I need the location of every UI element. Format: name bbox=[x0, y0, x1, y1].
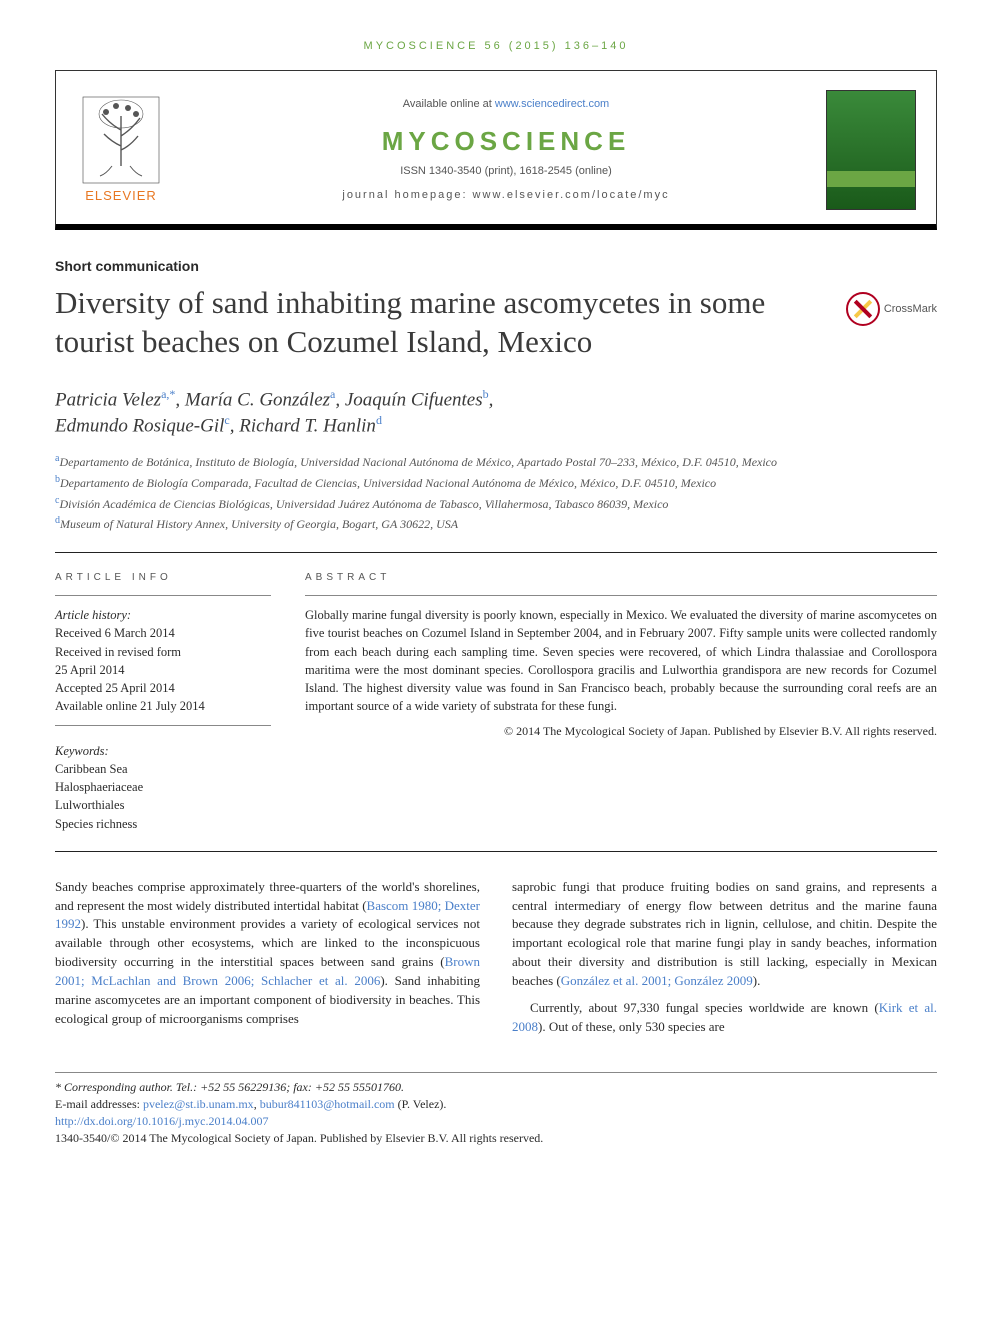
issn-line: ISSN 1340-3540 (print), 1618-2545 (onlin… bbox=[186, 165, 826, 177]
crossmark-badge[interactable]: CrossMark bbox=[837, 284, 937, 331]
email-label: E-mail addresses: bbox=[55, 1097, 143, 1111]
br-p2a: Currently, about 97,330 fungal species w… bbox=[530, 1000, 879, 1015]
ref-3[interactable]: González et al. 2001; González 2009 bbox=[561, 973, 753, 988]
publisher-brand: ELSEVIER bbox=[66, 188, 176, 203]
article-title: Diversity of sand inhabiting marine asco… bbox=[55, 284, 837, 362]
affil-c: cDivisión Académica de Ciencias Biológic… bbox=[55, 493, 937, 514]
kw-3: Lulworthiales bbox=[55, 796, 271, 814]
author-1-sup: a,* bbox=[161, 387, 175, 401]
author-3-sup: b bbox=[483, 387, 489, 401]
info-head: ARTICLE INFO bbox=[55, 571, 271, 586]
authors: Patricia Veleza,*, María C. Gonzáleza, J… bbox=[55, 386, 937, 440]
author-2: María C. González bbox=[185, 389, 330, 410]
footer-copyright: 1340-3540/© 2014 The Mycological Society… bbox=[55, 1130, 937, 1147]
body-col-right: saprobic fungi that produce fruiting bod… bbox=[512, 878, 937, 1045]
cover-thumbnail-box bbox=[826, 90, 916, 210]
crossmark-icon bbox=[846, 292, 880, 326]
article-info: ARTICLE INFO Article history: Received 6… bbox=[55, 571, 271, 833]
hist-3: Accepted 25 April 2014 bbox=[55, 679, 271, 697]
running-head: MYCOSCIENCE 56 (2015) 136–140 bbox=[55, 40, 937, 52]
hist-1: Received 6 March 2014 bbox=[55, 624, 271, 642]
doi-link[interactable]: http://dx.doi.org/10.1016/j.myc.2014.04.… bbox=[55, 1114, 268, 1128]
publisher-logo: ELSEVIER bbox=[56, 96, 186, 203]
abstract-head: ABSTRACT bbox=[305, 571, 937, 586]
abstract-text: Globally marine fungal diversity is poor… bbox=[305, 606, 937, 715]
rule-bottom bbox=[55, 851, 937, 852]
available-online: Available online at www.sciencedirect.co… bbox=[186, 98, 826, 110]
journal-masthead: ELSEVIER Available online at www.science… bbox=[55, 70, 937, 230]
affiliations: aDepartamento de Botánica, Instituto de … bbox=[55, 451, 937, 533]
author-4: Edmundo Rosique-Gil bbox=[55, 416, 224, 437]
author-3: Joaquín Cifuentes bbox=[345, 389, 483, 410]
journal-center: Available online at www.sciencedirect.co… bbox=[186, 98, 826, 201]
email-line: E-mail addresses: pvelez@st.ib.unam.mx, … bbox=[55, 1096, 937, 1113]
history-head: Article history: bbox=[55, 606, 271, 624]
abstract: ABSTRACT Globally marine fungal diversit… bbox=[305, 571, 937, 833]
cover-thumbnail bbox=[826, 90, 936, 210]
info-divider-1 bbox=[55, 595, 271, 596]
br-p1a: saprobic fungi that produce fruiting bod… bbox=[512, 879, 937, 988]
author-5: Richard T. Hanlin bbox=[239, 416, 376, 437]
hist-4: Available online 21 July 2014 bbox=[55, 697, 271, 715]
author-5-sup: d bbox=[376, 413, 382, 427]
author-1: Patricia Velez bbox=[55, 389, 161, 410]
affil-d: dMuseum of Natural History Annex, Univer… bbox=[55, 513, 937, 534]
body-col-left: Sandy beaches comprise approximately thr… bbox=[55, 878, 480, 1045]
affil-a: aDepartamento de Botánica, Instituto de … bbox=[55, 451, 937, 472]
hist-2b: 25 April 2014 bbox=[55, 661, 271, 679]
journal-title-logo: MYCOSCIENCE bbox=[186, 126, 826, 157]
email-tail: (P. Velez). bbox=[395, 1097, 447, 1111]
article-type: Short communication bbox=[55, 258, 937, 274]
corresponding-author: * Corresponding author. Tel.: +52 55 562… bbox=[55, 1079, 937, 1096]
author-4-sup: c bbox=[224, 413, 229, 427]
info-divider-2 bbox=[55, 725, 271, 726]
affil-b: bDepartamento de Biología Comparada, Fac… bbox=[55, 472, 937, 493]
elsevier-tree-icon bbox=[82, 96, 160, 184]
rule-top bbox=[55, 552, 937, 553]
abstract-divider bbox=[305, 595, 937, 596]
kw-2: Halosphaeriaceae bbox=[55, 778, 271, 796]
br-p1b: ). bbox=[753, 973, 761, 988]
kw-4: Species richness bbox=[55, 815, 271, 833]
kw-1: Caribbean Sea bbox=[55, 760, 271, 778]
crossmark-label: CrossMark bbox=[884, 303, 937, 315]
journal-homepage[interactable]: journal homepage: www.elsevier.com/locat… bbox=[186, 189, 826, 201]
footnotes: * Corresponding author. Tel.: +52 55 562… bbox=[55, 1072, 937, 1146]
sciencedirect-link[interactable]: www.sciencedirect.com bbox=[495, 98, 609, 110]
hist-2a: Received in revised form bbox=[55, 643, 271, 661]
abstract-copyright: © 2014 The Mycological Society of Japan.… bbox=[305, 723, 937, 740]
bl-p1b: ). This unstable environment provides a … bbox=[55, 916, 480, 969]
email-2-link[interactable]: bubur841103@hotmail.com bbox=[260, 1097, 395, 1111]
br-p2b: ). Out of these, only 530 species are bbox=[538, 1019, 725, 1034]
available-text: Available online at bbox=[403, 98, 495, 110]
kw-head: Keywords: bbox=[55, 742, 271, 760]
body-columns: Sandy beaches comprise approximately thr… bbox=[55, 878, 937, 1045]
author-2-sup: a bbox=[330, 387, 335, 401]
email-1-link[interactable]: pvelez@st.ib.unam.mx bbox=[143, 1097, 254, 1111]
